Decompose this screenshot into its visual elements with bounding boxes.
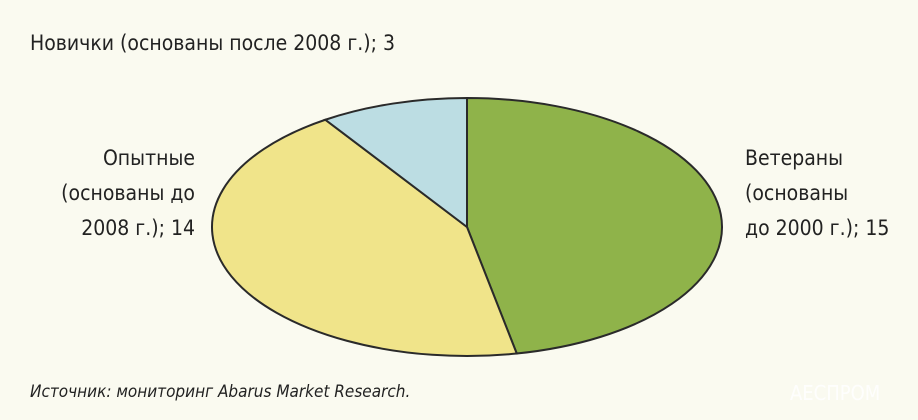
label-line: Ветераны: [745, 146, 843, 170]
label-line: (основаны: [745, 181, 848, 205]
slice-label: Опытные (основаны до 2008 г.); 14: [61, 146, 195, 240]
pie-slice: [466, 96, 723, 355]
label-line: (основаны до: [61, 181, 195, 205]
slice-label: Новички (основаны после 2008 г.); 3: [30, 31, 395, 55]
label-line: до 2000 г.); 15: [745, 216, 889, 240]
label-line: 2008 г.); 14: [81, 216, 195, 240]
watermark: АЕСПРОМ: [790, 381, 880, 405]
slice-label: Ветераны (основаны до 2000 г.); 15: [745, 146, 889, 240]
pie-slice: [323, 96, 468, 230]
pie-slice: [211, 118, 519, 357]
label-line: Новички (основаны после 2008 г.); 3: [30, 31, 395, 55]
source: Источник: мониторинг Abarus Market Resea…: [30, 382, 410, 402]
label-line: Опытные: [103, 146, 195, 170]
